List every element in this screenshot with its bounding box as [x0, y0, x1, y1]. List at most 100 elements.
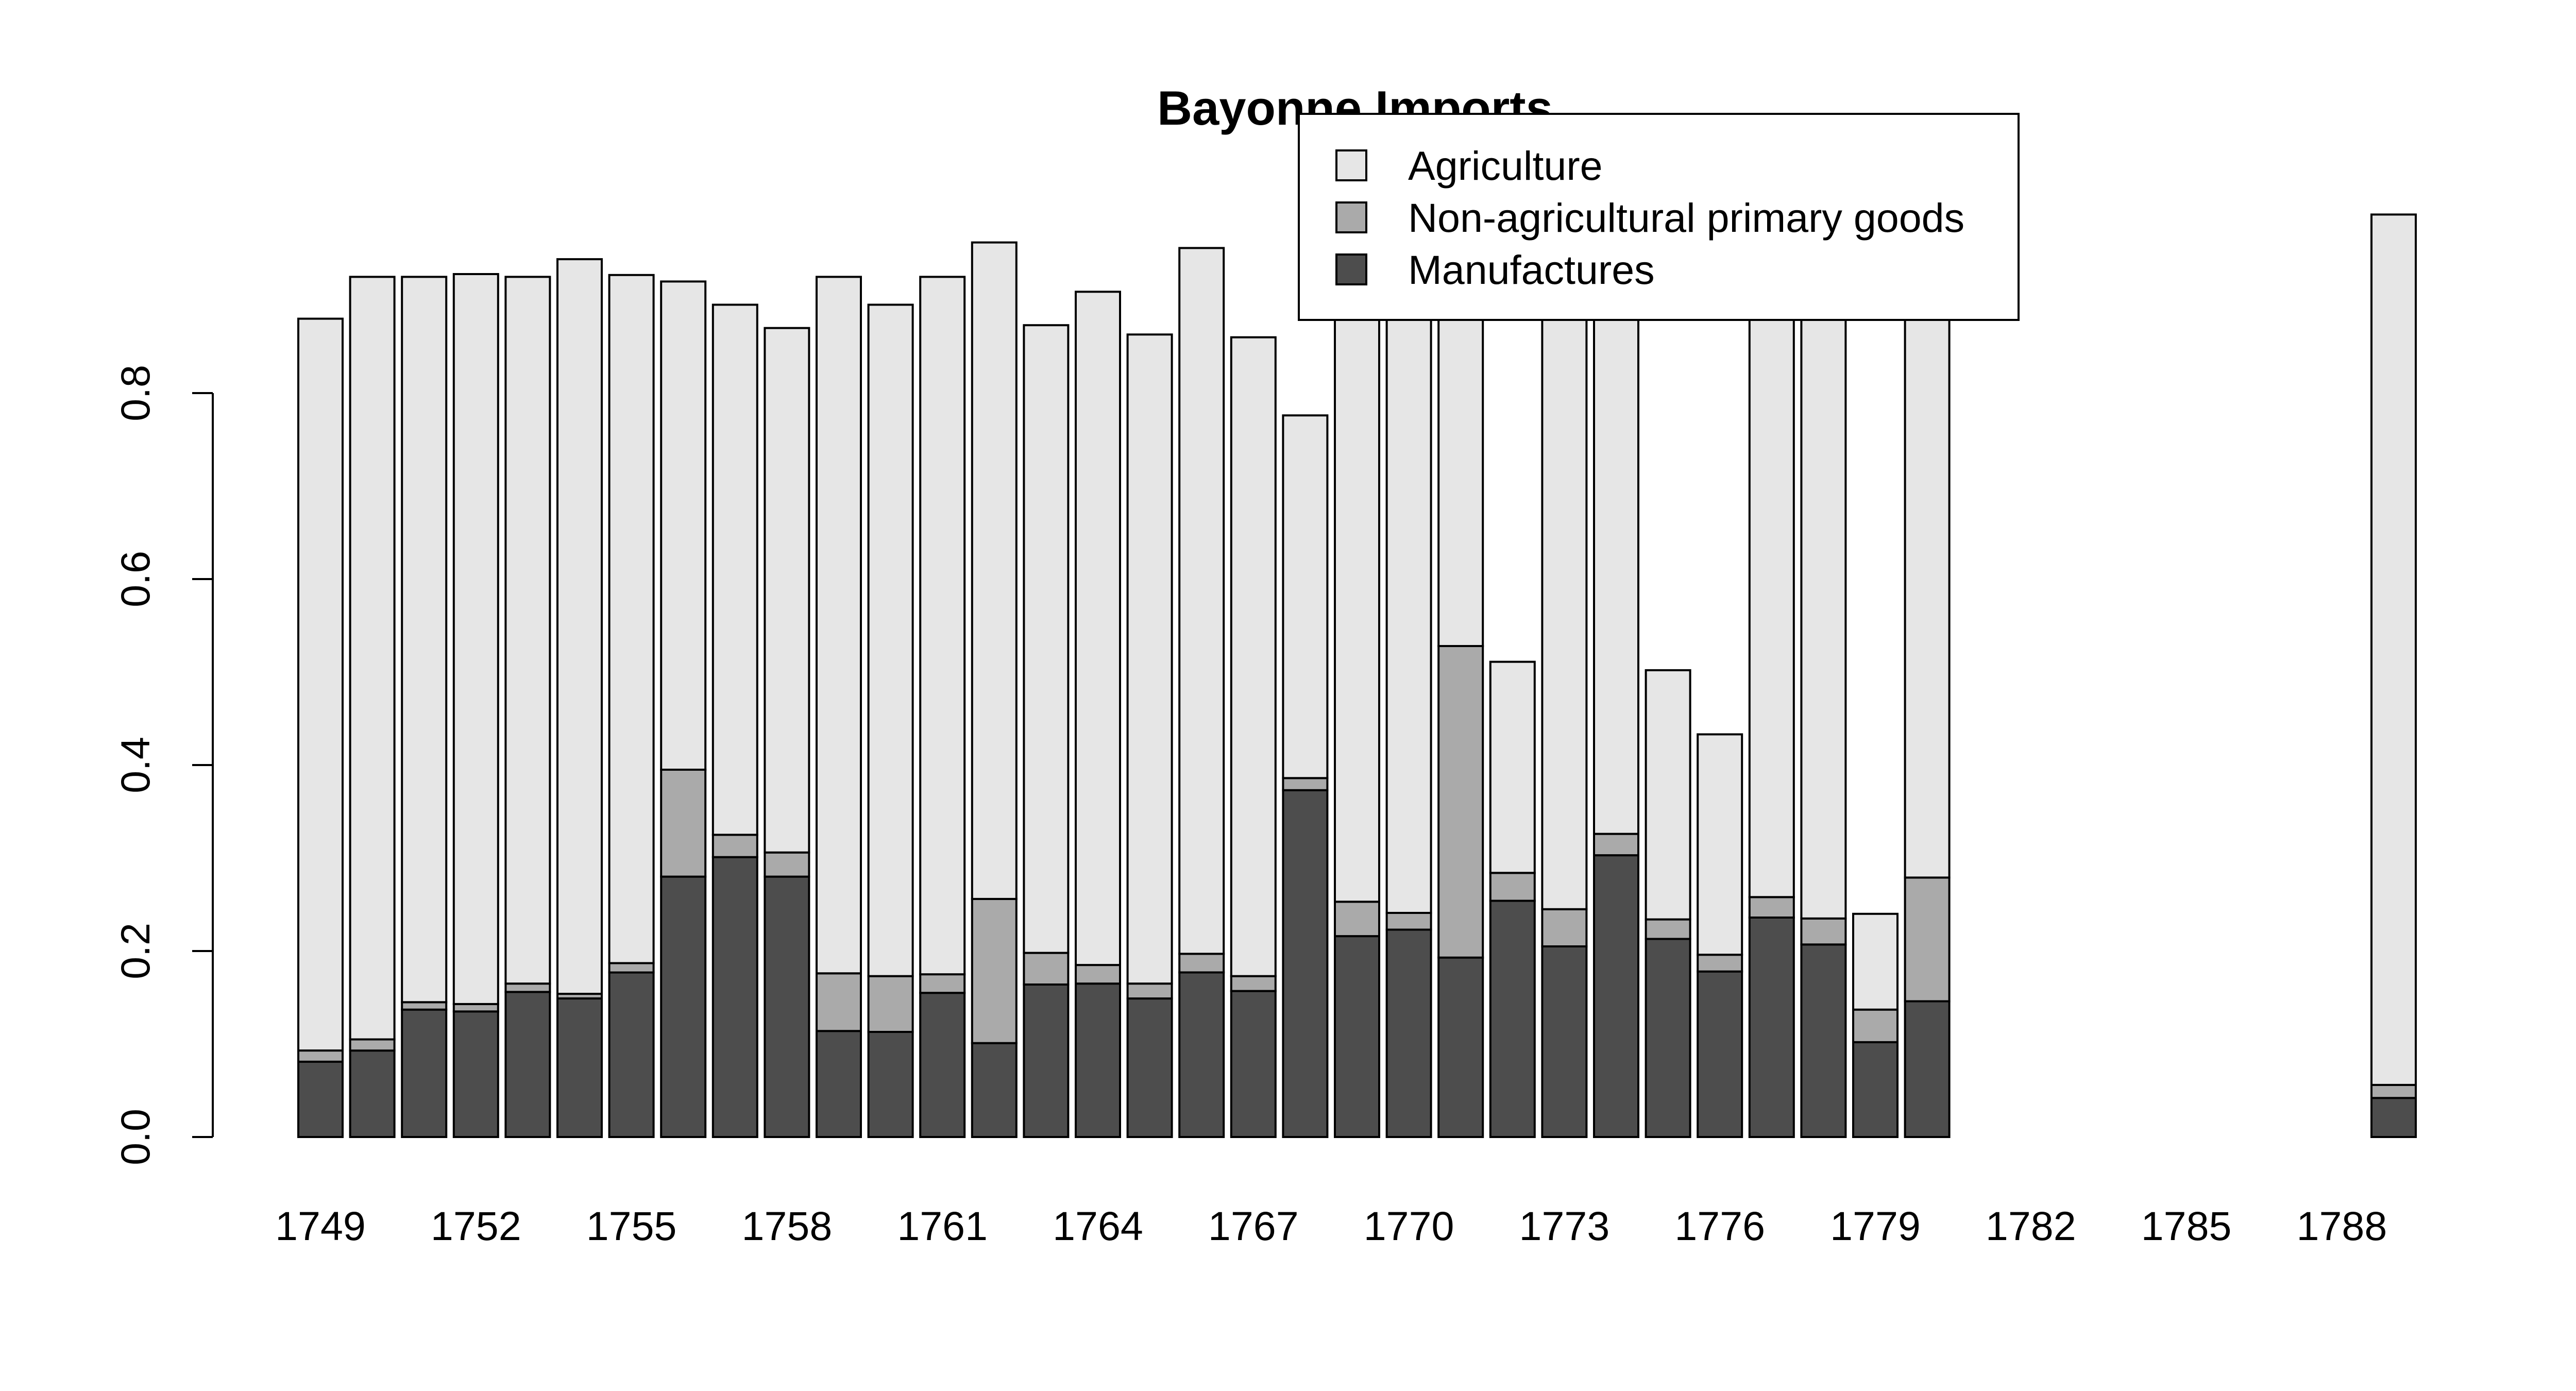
bar-1789-manufactures: [2370, 1097, 2417, 1138]
bar-1760-manufactures: [867, 1031, 914, 1138]
bar-1757-non-agricultural-primary-goods: [711, 834, 758, 858]
y-tick-label: 0.6: [112, 551, 158, 607]
x-tick-label: 1788: [2297, 1203, 2387, 1249]
bar-1752-manufactures: [452, 1010, 499, 1139]
bar-1753-agriculture: [504, 276, 551, 985]
legend-box: [1298, 113, 2020, 321]
bar-1764-agriculture: [1075, 291, 1121, 966]
bar-1751-agriculture: [401, 276, 448, 1004]
legend: Agriculture Non-agricultural primary good…: [1298, 113, 2020, 321]
bar-1770-manufactures: [1385, 928, 1432, 1138]
bar-1775-non-agricultural-primary-goods: [1645, 918, 1691, 940]
bar-1775-agriculture: [1645, 669, 1691, 921]
bar-1758-manufactures: [764, 875, 810, 1138]
x-tick-label: 1764: [1053, 1203, 1143, 1249]
bar-1765-agriculture: [1126, 333, 1173, 985]
bar-1752-non-agricultural-primary-goods: [452, 1003, 499, 1013]
bar-1773-agriculture: [1541, 206, 1588, 910]
x-tick-label: 1776: [1674, 1203, 1765, 1249]
x-tick-label: 1782: [1986, 1203, 2076, 1249]
bar-1760-non-agricultural-primary-goods: [867, 975, 914, 1033]
bar-1749-agriculture: [297, 317, 344, 1052]
bar-1761-manufactures: [919, 992, 966, 1138]
bar-1750-agriculture: [349, 276, 396, 1041]
bar-1766-manufactures: [1178, 971, 1225, 1138]
bar-1754-manufactures: [556, 997, 603, 1138]
bar-1764-non-agricultural-primary-goods: [1075, 964, 1121, 985]
bar-1777-manufactures: [1748, 917, 1795, 1138]
bar-1773-non-agricultural-primary-goods: [1541, 908, 1588, 948]
bar-1778-non-agricultural-primary-goods: [1800, 917, 1847, 946]
bar-1762-manufactures: [971, 1042, 1018, 1138]
bar-1776-manufactures: [1697, 970, 1743, 1138]
bar-1769-non-agricultural-primary-goods: [1334, 901, 1380, 938]
bar-1751-manufactures: [401, 1008, 448, 1138]
bar-1777-agriculture: [1748, 206, 1795, 898]
bar-1750-non-agricultural-primary-goods: [349, 1038, 396, 1052]
bar-1789-non-agricultural-primary-goods: [2370, 1083, 2417, 1099]
bar-1761-non-agricultural-primary-goods: [919, 973, 966, 994]
bar-1755-manufactures: [608, 971, 655, 1138]
bar-1756-non-agricultural-primary-goods: [660, 769, 707, 878]
x-tick-label: 1773: [1519, 1203, 1610, 1249]
x-axis-tick-labels: 1749 1752 1755 1758 1761 1764 1767 1770 1773 1776…: [275, 1203, 2387, 1249]
bar-1757-agriculture: [711, 303, 758, 836]
bar-1758-agriculture: [764, 327, 810, 854]
bar-1772-manufactures: [1489, 900, 1536, 1138]
bar-1776-agriculture: [1697, 733, 1743, 956]
x-tick-label: 1779: [1830, 1203, 1921, 1249]
bar-1778-manufactures: [1800, 943, 1847, 1139]
bar-1750-manufactures: [349, 1049, 396, 1138]
bar-1770-non-agricultural-primary-goods: [1385, 912, 1432, 931]
bar-1753-manufactures: [504, 991, 551, 1139]
bar-1768-non-agricultural-primary-goods: [1282, 777, 1329, 791]
legend-label: Non-agricultural primary goods: [1408, 195, 1964, 241]
y-axis: 0.0 0.2 0.4 0.6 0.8: [112, 365, 214, 1165]
bar-1767-agriculture: [1230, 336, 1277, 977]
bar-1749-non-agricultural-primary-goods: [297, 1049, 344, 1063]
bar-1763-agriculture: [1023, 324, 1070, 954]
bar-1749-manufactures: [297, 1060, 344, 1139]
bar-1774-manufactures: [1593, 854, 1639, 1138]
bar-1758-non-agricultural-primary-goods: [764, 851, 810, 878]
bar-1789-agriculture: [2370, 213, 2417, 1086]
bars-layer: [297, 206, 2417, 1139]
legend-label: Agriculture: [1408, 143, 1603, 189]
bar-1753-non-agricultural-primary-goods: [504, 982, 551, 993]
y-tick-label: 0.4: [112, 737, 158, 793]
legend-swatch: [1335, 149, 1367, 181]
bar-1766-non-agricultural-primary-goods: [1178, 953, 1225, 974]
bar-1768-manufactures: [1282, 789, 1329, 1138]
bar-1754-agriculture: [556, 258, 603, 995]
bar-1780-manufactures: [1904, 1000, 1951, 1138]
x-tick-label: 1758: [742, 1203, 833, 1249]
bar-1759-manufactures: [816, 1030, 862, 1138]
bar-1776-non-agricultural-primary-goods: [1697, 954, 1743, 973]
bar-1763-manufactures: [1023, 983, 1070, 1138]
bar-1778-agriculture: [1800, 206, 1847, 920]
bar-1762-non-agricultural-primary-goods: [971, 897, 1018, 1044]
bar-1779-agriculture: [1852, 912, 1899, 1011]
bar-1779-manufactures: [1852, 1041, 1899, 1139]
bar-1759-non-agricultural-primary-goods: [816, 972, 862, 1032]
y-tick-label: 0.0: [112, 1109, 158, 1165]
bar-1756-agriculture: [660, 280, 707, 771]
bar-1760-agriculture: [867, 303, 914, 977]
x-tick-label: 1785: [2141, 1203, 2232, 1249]
bar-1770-agriculture: [1385, 206, 1432, 914]
bar-1756-manufactures: [660, 875, 707, 1138]
bar-1762-agriculture: [971, 241, 1018, 900]
bar-1777-non-agricultural-primary-goods: [1748, 896, 1795, 919]
bar-1772-agriculture: [1489, 660, 1536, 874]
bar-1766-agriculture: [1178, 247, 1225, 955]
bar-1761-agriculture: [919, 276, 966, 976]
y-tick-label: 0.2: [112, 923, 158, 979]
bar-1765-manufactures: [1126, 997, 1173, 1138]
x-tick-label: 1755: [586, 1203, 677, 1249]
legend-swatch: [1335, 201, 1367, 233]
legend-label: Manufactures: [1408, 247, 1655, 293]
bar-1772-non-agricultural-primary-goods: [1489, 872, 1536, 902]
legend-swatch: [1335, 253, 1367, 285]
bar-1768-agriculture: [1282, 414, 1329, 779]
